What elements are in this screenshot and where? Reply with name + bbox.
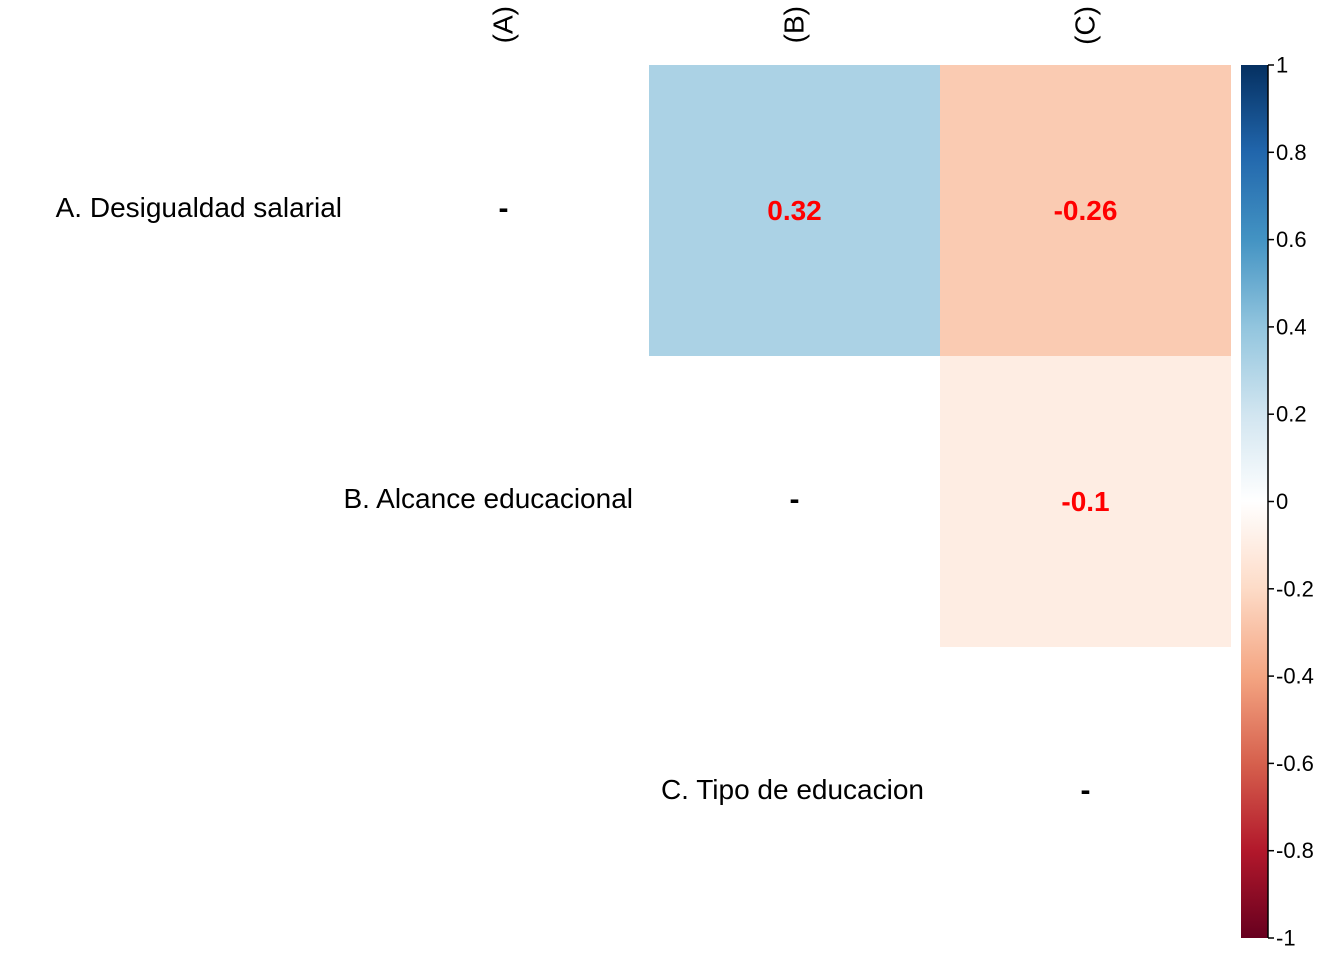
row-label-2: C. Tipo de educacion xyxy=(661,774,924,805)
colorbar-tick-label-0: 1 xyxy=(1276,53,1288,78)
colorbar-tick-label-6: -0.2 xyxy=(1276,576,1314,601)
colorbar-tick-label-1: 0.8 xyxy=(1276,140,1307,165)
column-label-1: (B) xyxy=(779,6,810,43)
cell-label-0-1: 0.32 xyxy=(767,195,822,226)
column-labels: (A) (B) (C) xyxy=(488,6,1101,45)
colorbar-tick-label-3: 0.4 xyxy=(1276,314,1307,339)
cell-value-labels: - 0.32 -0.26 - -0.1 - xyxy=(499,192,1118,807)
colorbar-legend: 1 0.8 0.6 0.4 0.2 0 -0.2 -0.4 -0.6 -0.8 -1 xyxy=(1241,53,1314,951)
row-label-1: B. Alcance educacional xyxy=(343,483,633,514)
cell-label-1-1: - xyxy=(790,483,800,516)
cell-label-1-2: -0.1 xyxy=(1061,486,1109,517)
colorbar-tick-label-5: 0 xyxy=(1276,489,1288,514)
heatmap-cell-0-2 xyxy=(940,65,1231,356)
cell-label-0-2: -0.26 xyxy=(1054,195,1118,226)
cell-label-0-0: - xyxy=(499,192,509,225)
colorbar-tick-label-9: -0.8 xyxy=(1276,838,1314,863)
colorbar-gradient xyxy=(1241,65,1268,938)
cell-label-2-2: - xyxy=(1081,774,1091,807)
row-label-0: A. Desigualdad salarial xyxy=(56,192,342,223)
column-label-0: (A) xyxy=(488,6,519,43)
heatmap-cell-1-2 xyxy=(940,356,1231,647)
colorbar-tick-label-2: 0.6 xyxy=(1276,227,1307,252)
heatmap-cells xyxy=(649,65,1231,647)
column-label-2: (C) xyxy=(1070,6,1101,45)
heatmap-cell-0-1 xyxy=(649,65,940,356)
row-labels: A. Desigualdad salarial B. Alcance educac… xyxy=(56,192,924,805)
colorbar-tick-label-8: -0.6 xyxy=(1276,751,1314,776)
colorbar-tick-label-10: -1 xyxy=(1276,926,1296,951)
colorbar-tick-label-7: -0.4 xyxy=(1276,664,1314,689)
colorbar-tick-label-4: 0.2 xyxy=(1276,402,1307,427)
